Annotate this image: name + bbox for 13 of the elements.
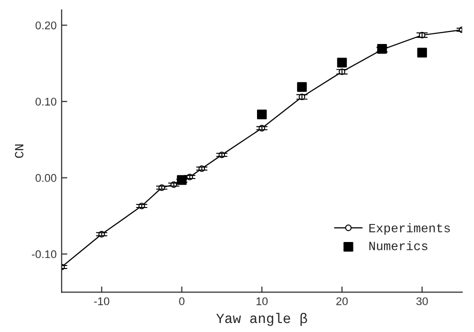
x-tick-label: 0 bbox=[179, 297, 184, 306]
x-tick-label: 20 bbox=[336, 297, 348, 306]
y-tick-label: 0.10 bbox=[36, 98, 56, 106]
y-tick-label: -0.10 bbox=[32, 250, 56, 258]
x-tick-label: 10 bbox=[256, 297, 268, 306]
legend-label: Numerics bbox=[369, 241, 428, 250]
x-tick-label: -10 bbox=[94, 297, 110, 306]
y-tick-label: 0.00 bbox=[36, 174, 56, 182]
y-axis-title: CN bbox=[14, 144, 24, 158]
legend-label: Experiments bbox=[369, 223, 450, 235]
y-tick-label: 0.20 bbox=[36, 21, 56, 30]
x-axis-title: Yaw angle β bbox=[216, 312, 308, 326]
x-tick-label: 30 bbox=[416, 297, 428, 306]
